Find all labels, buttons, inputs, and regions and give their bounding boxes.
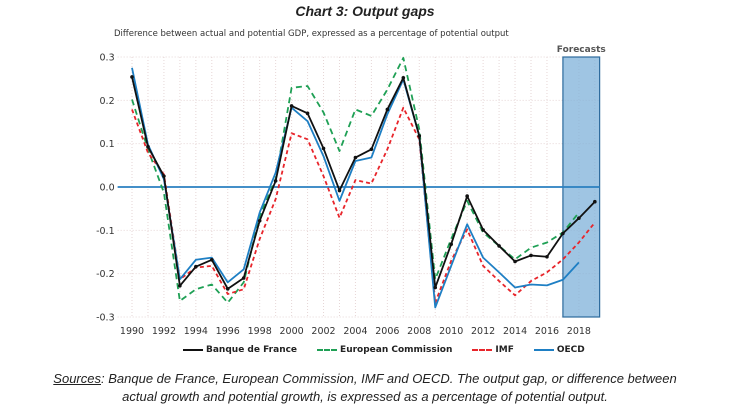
data-point: [257, 218, 262, 223]
x-tick-label: 1994: [184, 326, 208, 337]
y-tick-label: 0.0: [100, 183, 115, 194]
chart-title: Chart 3: Output gaps: [295, 3, 435, 19]
legend-item: OECD: [533, 345, 585, 355]
data-point: [529, 253, 533, 258]
legend-swatch: [317, 349, 338, 351]
data-point: [210, 257, 214, 262]
legend-label: European Commission: [340, 345, 453, 355]
data-point: [225, 287, 230, 291]
x-tick-label: 1992: [152, 326, 176, 337]
data-point: [401, 76, 406, 80]
data-point: [593, 199, 597, 204]
y-tick-label: 0.2: [100, 96, 115, 107]
sources-line2: actual growth and potential growth, is e…: [122, 389, 608, 404]
data-point: [194, 264, 198, 269]
data-point: [465, 194, 469, 198]
sources-label: Sources: [53, 371, 101, 386]
legend-item: IMF: [472, 345, 514, 355]
y-tick-label: 0.3: [100, 53, 115, 64]
data-point: [561, 231, 565, 236]
data-point: [385, 107, 390, 112]
y-tick-label: 0.1: [100, 139, 115, 150]
x-tick-label: 2014: [503, 326, 527, 337]
data-point: [273, 179, 278, 183]
x-tick-label: 2018: [567, 326, 591, 337]
legend-swatch: [183, 349, 203, 351]
data-point: [241, 276, 246, 280]
data-point: [577, 216, 581, 220]
x-tick-label: 1996: [216, 326, 240, 337]
data-point: [353, 155, 358, 160]
legend-label: IMF: [495, 345, 514, 355]
series-line-banque-de-france: [131, 76, 596, 290]
x-tick-label: 2008: [407, 326, 431, 337]
y-tick-label: -0.1: [96, 226, 115, 237]
chart-subtitle: Difference between actual and potential …: [114, 29, 509, 39]
legend: Banque de France European Commission IMF OE…: [183, 345, 585, 355]
series-line-imf: [131, 106, 596, 304]
x-tick-label: 1990: [120, 326, 144, 337]
data-point: [162, 174, 166, 178]
data-point: [146, 144, 150, 149]
legend-item: Banque de France: [183, 345, 297, 355]
data-point: [369, 147, 374, 152]
data-point: [513, 259, 517, 264]
data-point: [481, 228, 485, 232]
sources-note: Sources: Banque de France, European Comm…: [0, 370, 730, 406]
x-tick-label: 2010: [439, 326, 463, 337]
legend-swatch: [472, 349, 493, 351]
x-tick-label: 2004: [343, 326, 367, 337]
data-point: [337, 188, 342, 193]
x-tick-label: 2002: [311, 326, 335, 337]
legend-swatch: [533, 349, 554, 351]
data-point: [497, 244, 501, 248]
y-tick-label: -0.2: [96, 269, 115, 280]
output-gap-chart: 0.3 0.2 0.1 0.0 -0.1 -0.2 -0.3 1990 1992 1994 1996…: [96, 45, 606, 337]
data-point: [178, 283, 182, 288]
data-point: [433, 285, 438, 290]
data-point: [417, 134, 422, 138]
data-point: [545, 254, 549, 259]
x-tick-label: 2016: [535, 326, 559, 337]
legend-item: European Commission: [317, 345, 452, 355]
legend-label: Banque de France: [206, 345, 298, 355]
data-point: [305, 111, 310, 116]
x-tick-label: 2006: [375, 326, 399, 337]
x-tick-label: 2012: [471, 326, 495, 337]
forecast-label: Forecasts: [557, 45, 606, 55]
x-tick-label: 1998: [248, 326, 272, 337]
data-point: [321, 146, 326, 151]
data-point: [449, 242, 454, 246]
data-point: [130, 75, 134, 79]
series-line-oecd: [131, 67, 580, 309]
data-point: [289, 104, 294, 108]
legend-label: OECD: [556, 345, 585, 355]
y-tick-label: -0.3: [96, 312, 115, 323]
x-tick-label: 2000: [280, 326, 304, 337]
sources-line1: : Banque de France, European Commission,…: [101, 371, 677, 386]
